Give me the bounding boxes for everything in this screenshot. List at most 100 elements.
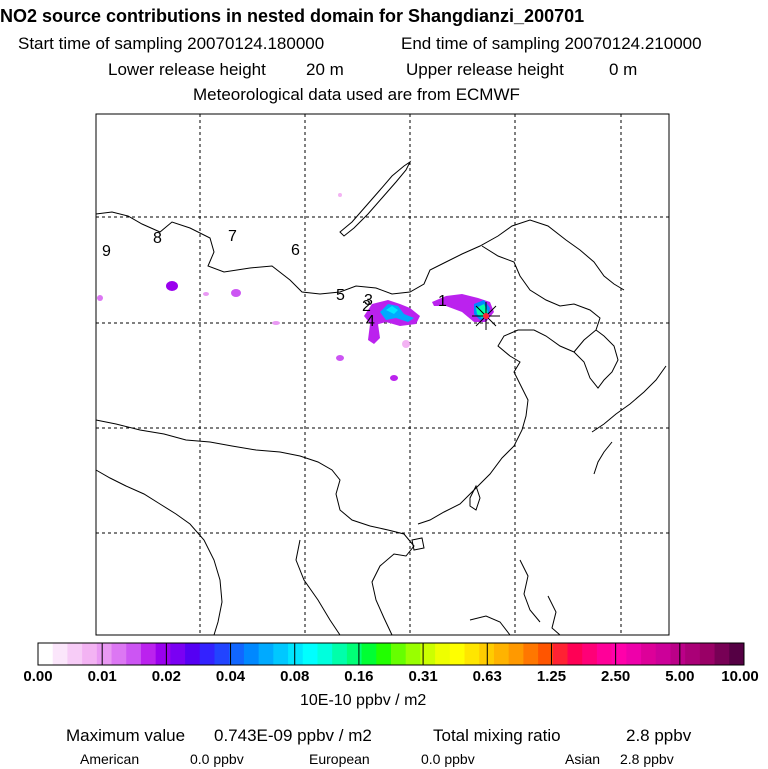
colorbar-cell bbox=[302, 643, 318, 665]
colorbar-cell bbox=[361, 643, 377, 665]
american-label: American bbox=[80, 751, 140, 767]
colorbar-cell bbox=[405, 643, 421, 665]
colorbar-cell bbox=[641, 643, 657, 665]
concentration-field bbox=[97, 193, 494, 381]
colorbar-cell bbox=[155, 643, 171, 665]
region-label-1: 1 bbox=[438, 293, 447, 310]
met-data-label: Meteorological data used are from ECMWF bbox=[193, 85, 520, 104]
colorbar-cell bbox=[317, 643, 333, 665]
map-title: NO2 source contributions in nested domai… bbox=[0, 6, 585, 26]
plume-blob bbox=[272, 321, 280, 325]
colorbar-cell bbox=[626, 643, 642, 665]
receptor-dot bbox=[483, 313, 489, 319]
colorbar-tick-label: 1.25 bbox=[536, 668, 567, 685]
region-labels: 1 2 3 4 5 6 7 8 9 bbox=[102, 228, 447, 330]
myanmar-border bbox=[295, 539, 341, 636]
korea-coast bbox=[573, 329, 619, 389]
colorbar-cell bbox=[140, 643, 157, 665]
lake-baikal bbox=[339, 160, 412, 237]
colorbar-cell bbox=[464, 643, 480, 665]
plume-blob bbox=[338, 193, 342, 197]
colorbar-cell bbox=[508, 643, 524, 665]
colorbar-cell bbox=[214, 643, 230, 665]
borders bbox=[95, 160, 667, 636]
colorbar-cell bbox=[435, 643, 451, 665]
colorbar-cell bbox=[538, 643, 554, 665]
plume-blob bbox=[166, 281, 178, 291]
region-label-8: 8 bbox=[153, 230, 162, 247]
colorbar-tick-label: 0.01 bbox=[87, 668, 117, 685]
upper-height-value: 0 m bbox=[609, 60, 638, 79]
start-time-label: Start time of sampling 20070124.180000 bbox=[18, 34, 325, 53]
region-label-9: 9 bbox=[102, 243, 111, 260]
receptor-marker-icon bbox=[472, 302, 500, 330]
colorbar-cell bbox=[185, 643, 201, 665]
plume-blob bbox=[336, 355, 344, 361]
plume-blob bbox=[97, 295, 103, 301]
colorbar-cell bbox=[449, 643, 466, 665]
colorbar-tick-label: 0.00 bbox=[23, 668, 53, 685]
plume-blob bbox=[386, 306, 398, 314]
colorbar-tick-label: 10.00 bbox=[721, 668, 759, 685]
colorbar-cell bbox=[332, 643, 348, 665]
colorbar-cell bbox=[391, 643, 407, 665]
colorbar-cell bbox=[655, 643, 671, 665]
european-value: 0.0 ppbv bbox=[421, 751, 475, 767]
hainan-coast bbox=[411, 537, 425, 551]
colorbar-cell bbox=[273, 643, 289, 665]
japan-coast bbox=[591, 365, 667, 433]
himalaya-border bbox=[95, 419, 371, 527]
map-frame bbox=[95, 113, 670, 636]
philippines-coast bbox=[547, 595, 561, 636]
india-coast bbox=[95, 469, 223, 636]
colorbar-cell bbox=[596, 643, 613, 665]
lower-height-value: 20 m bbox=[306, 60, 344, 79]
colorbar-cell bbox=[288, 643, 304, 665]
max-value-label: Maximum value bbox=[66, 726, 186, 745]
colorbar-tick-label: 0.31 bbox=[408, 668, 438, 685]
region-label-3: 3 bbox=[364, 292, 373, 309]
colorbar-cell bbox=[258, 643, 274, 665]
colorbar-cell bbox=[67, 643, 83, 665]
colorbar-unit: 10E-10 ppbv / m2 bbox=[300, 692, 427, 709]
european-label: European bbox=[309, 751, 370, 767]
colorbar-tick-label: 5.00 bbox=[665, 668, 695, 685]
colorbar-cell bbox=[243, 643, 260, 665]
colorbar-tick-label: 0.16 bbox=[344, 668, 374, 685]
region-label-4: 4 bbox=[366, 313, 375, 330]
upper-height-label: Upper release height bbox=[406, 60, 564, 79]
asian-label: Asian bbox=[565, 751, 601, 767]
china-east-coast bbox=[417, 329, 575, 525]
colorbar-cell bbox=[38, 643, 54, 665]
colorbar-cell bbox=[170, 643, 186, 665]
colorbar-tick-label: 2.50 bbox=[601, 668, 631, 685]
colorbar-tick-label: 0.04 bbox=[215, 668, 246, 685]
asian-value: 2.8 ppbv bbox=[620, 751, 674, 767]
colorbar-cell bbox=[714, 643, 730, 665]
colorbar-tick-label: 0.08 bbox=[280, 668, 310, 685]
borneo-coast bbox=[469, 615, 511, 636]
colorbar-cell bbox=[699, 643, 716, 665]
region-label-2: 2 bbox=[362, 298, 371, 315]
colorbar-cell bbox=[126, 643, 142, 665]
colorbar-cell bbox=[493, 643, 510, 665]
colorbar-cell bbox=[346, 643, 363, 665]
plume-blob bbox=[203, 292, 209, 296]
colorbar-cells bbox=[38, 643, 745, 665]
max-value: 0.743E-09 ppbv / m2 bbox=[214, 726, 372, 745]
colorbar-cell bbox=[82, 643, 98, 665]
taiwan-coast bbox=[469, 484, 481, 511]
region-label-6: 6 bbox=[291, 242, 300, 259]
total-mixing-value: 2.8 ppbv bbox=[626, 726, 692, 745]
region-label-5: 5 bbox=[336, 287, 345, 304]
colorbar-ticks bbox=[37, 643, 745, 665]
colorbar-tick-label: 0.02 bbox=[151, 668, 181, 685]
colorbar-cell bbox=[96, 643, 113, 665]
plume-blob bbox=[368, 324, 380, 344]
indochina-coast bbox=[369, 525, 415, 636]
colorbar-cell bbox=[199, 643, 215, 665]
colorbar-cell bbox=[567, 643, 583, 665]
lower-height-label: Lower release height bbox=[108, 60, 266, 79]
plume-blob bbox=[390, 375, 398, 381]
